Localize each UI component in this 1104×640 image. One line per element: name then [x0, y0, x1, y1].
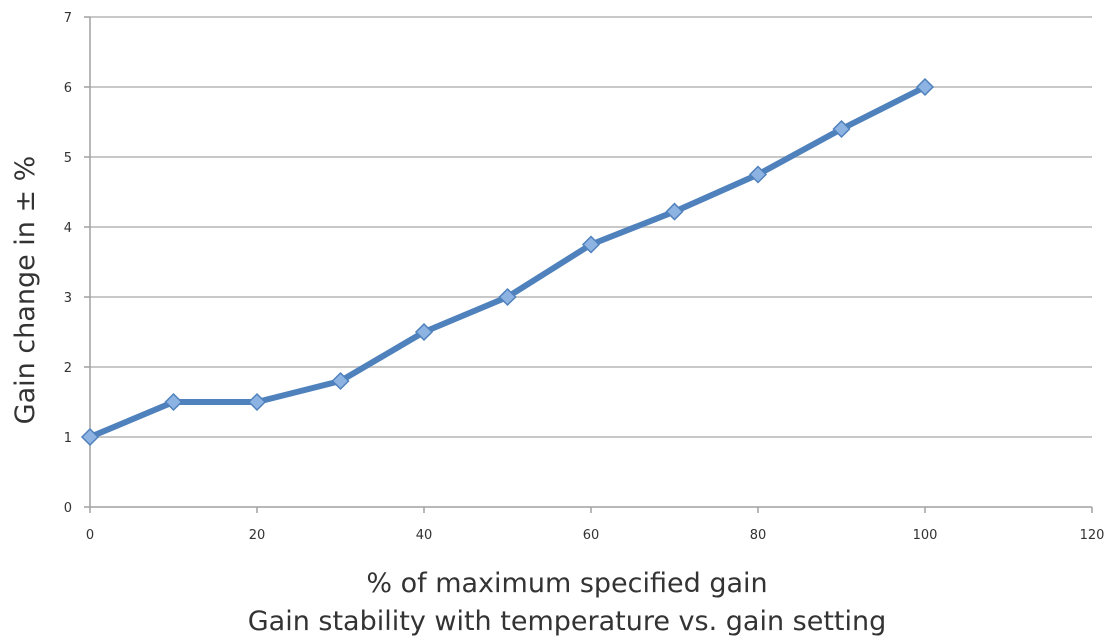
- data-point-marker: [331, 371, 350, 391]
- data-point-marker: [164, 392, 183, 412]
- y-tick-label: 3: [64, 291, 72, 306]
- y-axis-title: Gain change in ± %: [10, 156, 41, 425]
- y-tick-label: 5: [64, 151, 72, 166]
- gridlines: [90, 16, 1092, 438]
- chart-caption: Gain stability with temperature vs. gain…: [248, 606, 887, 637]
- x-tick-label: 0: [86, 528, 94, 543]
- x-tick-labels: 0 20 40 60 80 100 120: [86, 507, 1104, 543]
- y-tick-label: 6: [64, 81, 72, 96]
- data-point-marker: [414, 322, 434, 342]
- y-tick-label: 1: [64, 431, 72, 446]
- series-line: [87, 84, 928, 440]
- x-tick-label: 120: [1080, 528, 1104, 543]
- y-tick-label: 7: [64, 11, 72, 26]
- axes: [89, 17, 1092, 508]
- data-point-marker: [581, 235, 601, 254]
- y-tick-labels: 0 1 2 3 4 5 6 7: [64, 11, 90, 516]
- x-tick-label: 20: [249, 528, 266, 543]
- x-tick-label: 80: [750, 528, 767, 543]
- y-tick-label: 2: [64, 361, 72, 376]
- data-point-marker: [498, 287, 517, 307]
- x-tick-label: 60: [583, 528, 600, 543]
- y-tick-label: 4: [64, 221, 72, 236]
- data-point-marker: [748, 165, 768, 184]
- data-point-marker: [832, 119, 851, 139]
- y-tick-label: 0: [64, 501, 72, 516]
- data-point-marker: [247, 392, 267, 412]
- data-point-marker: [665, 202, 684, 221]
- data-point-marker: [80, 427, 100, 447]
- series-layer: [80, 77, 935, 447]
- x-axis-title: % of maximum specified gain: [366, 568, 767, 599]
- x-tick-label: 40: [416, 528, 433, 543]
- x-tick-label: 100: [913, 528, 938, 543]
- data-point-marker: [915, 77, 935, 97]
